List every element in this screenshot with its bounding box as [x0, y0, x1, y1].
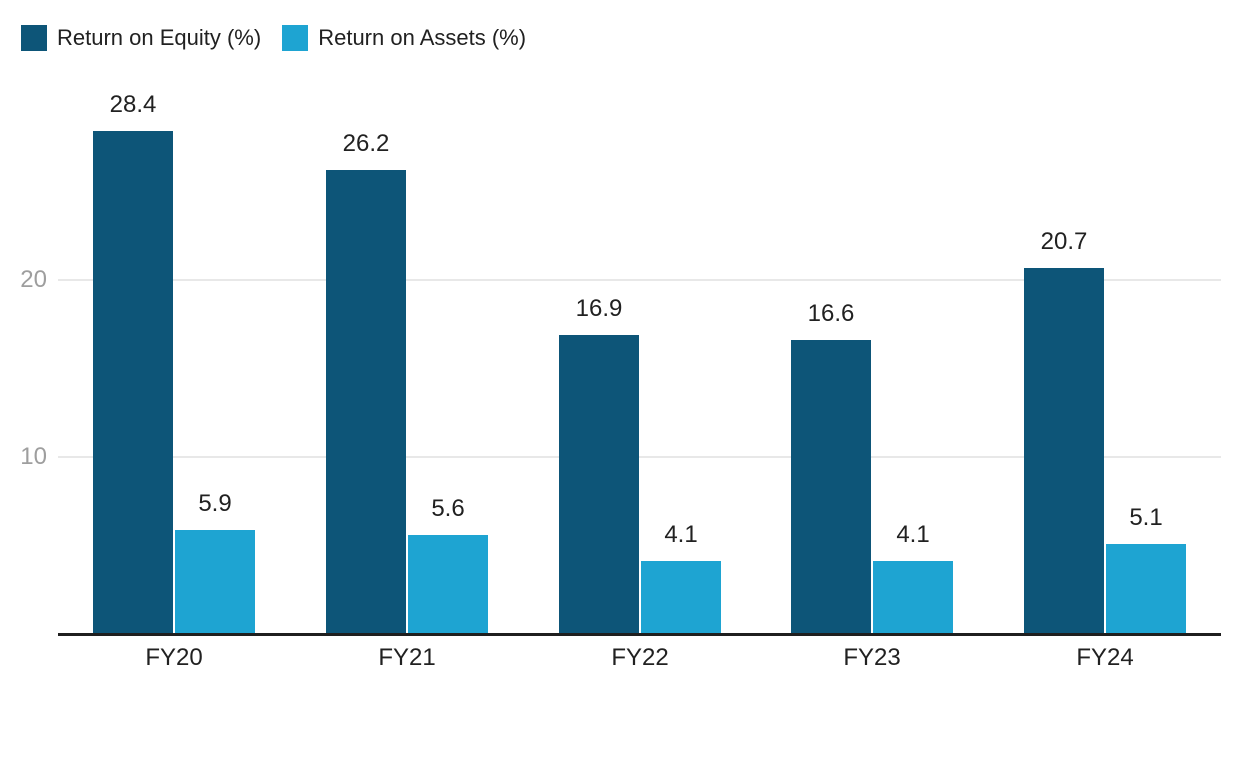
legend-swatch-return-on-equity — [21, 25, 47, 51]
bar-value-label-roa-fy24: 5.1 — [1129, 504, 1163, 531]
x-axis-label-fy21: FY21 — [378, 644, 436, 671]
gridline-10 — [58, 456, 1221, 458]
bar-value-label-roa-fy23: 4.1 — [896, 521, 930, 548]
x-axis-label-fy24: FY24 — [1076, 644, 1134, 671]
bar-roe-fy20[interactable] — [93, 131, 173, 634]
legend-item-return-on-assets: Return on Assets (%) — [282, 25, 526, 51]
gridline-20 — [58, 279, 1221, 281]
y-axis-label-20: 20 — [20, 266, 47, 293]
bar-roa-fy21[interactable] — [408, 535, 488, 634]
x-axis-label-fy20: FY20 — [145, 644, 203, 671]
bar-value-label-roa-fy20: 5.9 — [198, 490, 232, 517]
bar-value-label-roa-fy22: 4.1 — [664, 521, 698, 548]
x-axis-label-fy23: FY23 — [843, 644, 901, 671]
x-axis-label-fy22: FY22 — [611, 644, 669, 671]
bar-value-label-roe-fy23: 16.6 — [807, 300, 855, 327]
bar-value-label-roe-fy20: 28.4 — [109, 91, 157, 118]
legend-label-return-on-assets: Return on Assets (%) — [318, 25, 527, 50]
chart-legend: Return on Equity (%) Return on Assets (%… — [21, 25, 526, 51]
bar-roa-fy24[interactable] — [1106, 544, 1186, 634]
bar-roe-fy22[interactable] — [559, 335, 639, 634]
bar-value-label-roa-fy21: 5.6 — [431, 495, 465, 522]
legend-swatch-return-on-assets — [282, 25, 309, 51]
y-axis-label-10: 10 — [20, 443, 47, 470]
bar-roa-fy22[interactable] — [641, 561, 721, 634]
bar-roe-fy21[interactable] — [326, 170, 406, 634]
bar-roe-fy24[interactable] — [1024, 268, 1104, 634]
bar-value-label-roe-fy24: 20.7 — [1040, 228, 1088, 255]
legend-item-return-on-equity: Return on Equity (%) — [21, 25, 261, 51]
bar-roe-fy23[interactable] — [791, 340, 871, 634]
bar-value-label-roe-fy21: 26.2 — [342, 130, 390, 157]
x-axis-line — [58, 633, 1221, 636]
bar-roa-fy23[interactable] — [873, 561, 953, 634]
legend-label-return-on-equity: Return on Equity (%) — [57, 25, 262, 50]
bar-roa-fy20[interactable] — [175, 530, 255, 634]
bar-value-label-roe-fy22: 16.9 — [575, 295, 623, 322]
